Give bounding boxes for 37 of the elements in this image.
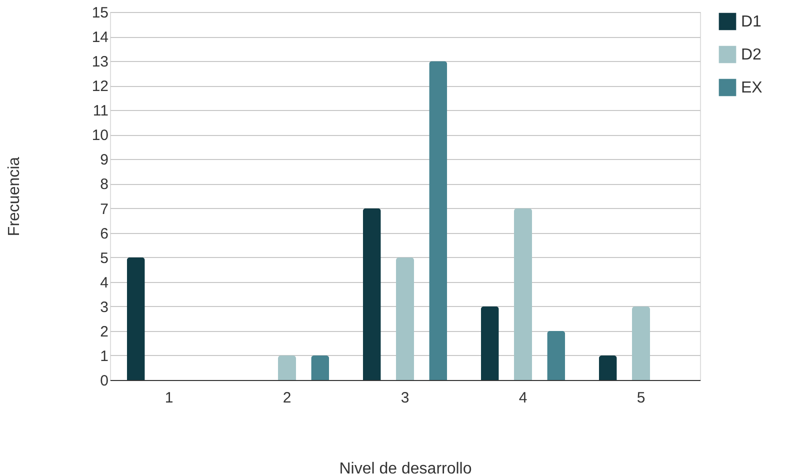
x-tick-label: 1 — [164, 390, 174, 406]
legend-label: EX — [741, 80, 763, 96]
bar — [480, 306, 499, 380]
bar — [396, 257, 414, 380]
y-tick-label: 3 — [100, 298, 108, 316]
bar — [362, 208, 381, 380]
y-tick-label: 8 — [100, 176, 108, 194]
y-tick-label: 6 — [100, 225, 108, 242]
y-tick-label: 12 — [92, 78, 108, 96]
y-tick-label: 5 — [100, 250, 108, 267]
bar — [429, 61, 448, 380]
y-tick-label: 14 — [92, 29, 108, 46]
legend-label: D2 — [741, 46, 762, 64]
y-tick-label: 9 — [100, 152, 108, 169]
bar — [547, 330, 566, 380]
bar — [514, 208, 532, 380]
y-tick-label: 1 — [100, 348, 108, 365]
bar — [126, 257, 145, 380]
bar — [598, 355, 617, 380]
bar — [278, 355, 296, 380]
bar — [632, 306, 650, 380]
y-tick-label: 15 — [92, 4, 108, 22]
y-tick-label: 10 — [92, 127, 108, 144]
y-tick-label: 11 — [92, 102, 108, 120]
y-tick-label: 2 — [100, 323, 108, 340]
y-axis-title: Frecuencia — [6, 156, 23, 236]
x-tick-label: 3 — [400, 390, 410, 406]
x-axis-title: Nivel de desarrollo — [339, 460, 472, 475]
x-tick-label: 2 — [282, 390, 292, 406]
x-tick-label: 5 — [636, 390, 646, 406]
x-tick-label: 4 — [518, 390, 528, 406]
y-tick-label: 7 — [100, 200, 108, 218]
y-tick-label: 4 — [100, 274, 108, 292]
bar — [311, 355, 330, 380]
y-tick-label: 13 — [92, 54, 108, 71]
y-tick-label: 0 — [100, 372, 108, 390]
legend-label: D1 — [741, 14, 762, 30]
